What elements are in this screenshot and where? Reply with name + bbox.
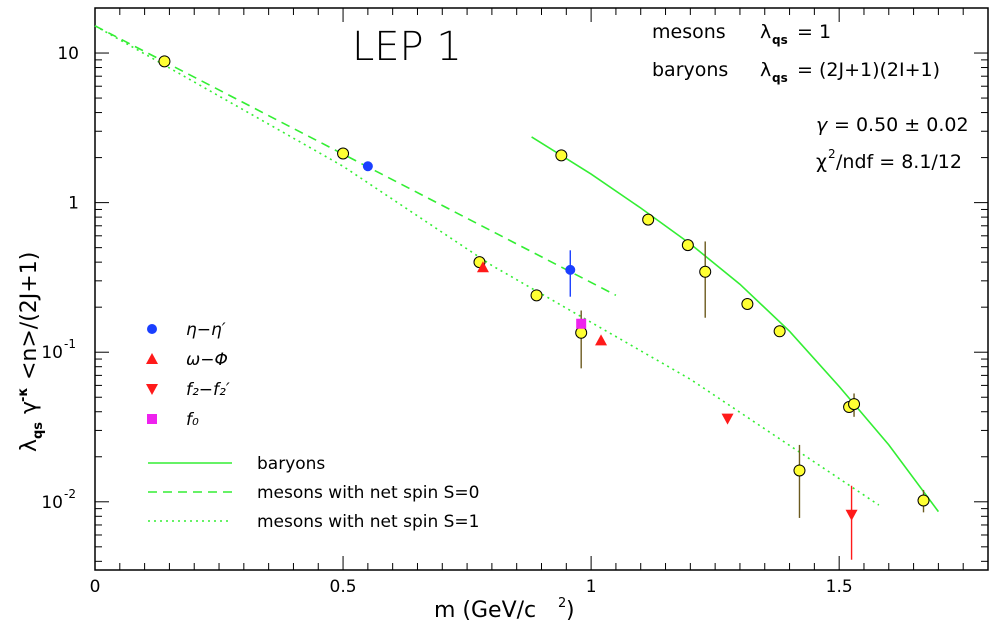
fit-line	[94, 25, 617, 297]
info-mesons-label: mesons	[652, 21, 726, 43]
svg-text:2: 2	[558, 596, 566, 611]
x-tick-label: 1	[586, 577, 597, 597]
legend-line-label: mesons with net spin S=0	[257, 483, 480, 503]
svg-text:<n>/(2J+1): <n>/(2J+1)	[17, 252, 42, 380]
legend-label: ω−Φ	[186, 350, 228, 370]
svg-text:qs: qs	[31, 422, 46, 439]
svg-text:qs: qs	[772, 71, 788, 85]
info-baryons-label: baryons	[652, 59, 728, 81]
x-axis-title: m (GeV/c 2 )	[434, 596, 575, 623]
info-gamma-fit: γ = 0.50 ± 0.02	[816, 114, 969, 136]
svg-text:2: 2	[828, 147, 836, 161]
x-tick-label: 0	[90, 577, 101, 597]
legend-line-label: baryons	[257, 454, 325, 474]
data-point	[575, 326, 588, 339]
svg-text:λ: λ	[760, 59, 771, 81]
svg-text:qs: qs	[772, 33, 788, 47]
data-point	[741, 298, 754, 311]
svg-text:): )	[566, 598, 575, 623]
info-mesons-formula: λ qs = 1	[760, 21, 831, 47]
svg-text:λ: λ	[760, 21, 771, 43]
data-point	[476, 261, 489, 273]
legend-marker	[146, 384, 158, 395]
svg-text:/ndf = 8.1/12: /ndf = 8.1/12	[836, 151, 962, 173]
svg-text:= 1: = 1	[797, 21, 831, 43]
y-axis-title: λ qs γ -κ <n>/(2J+1)	[16, 252, 46, 452]
y-tick-label: 10	[41, 493, 63, 513]
legend-marker	[147, 324, 157, 334]
data-point	[917, 494, 930, 507]
data-point	[565, 264, 576, 275]
y-tick-label-exponent: -1	[64, 337, 76, 351]
legend-marker	[147, 414, 157, 424]
data-point	[681, 239, 694, 252]
legend-label: η−η′	[186, 320, 226, 340]
svg-text:m (GeV/c: m (GeV/c	[434, 598, 536, 623]
data-point	[642, 213, 655, 226]
svg-text:λ: λ	[17, 439, 42, 452]
x-tick-label: 0.5	[330, 577, 357, 597]
legend-marker	[146, 353, 158, 364]
svg-text:γ: γ	[17, 401, 42, 414]
y-tick-label: 1	[68, 194, 79, 214]
data-point	[158, 55, 171, 68]
info-chi2: χ 2 /ndf = 8.1/12	[816, 147, 962, 173]
data-point	[530, 289, 543, 302]
error-bars-layer	[569, 241, 925, 560]
data-point	[362, 161, 373, 172]
y-tick-label: 10	[57, 44, 79, 64]
data-point	[576, 318, 587, 329]
chart-title: LEP 1	[352, 24, 462, 70]
data-point	[699, 265, 712, 278]
svg-text:-κ: -κ	[16, 387, 31, 402]
fit-line	[94, 25, 880, 506]
plot-frame	[94, 7, 989, 571]
info-baryons-formula: λ qs = (2J+1)(2I+1)	[760, 59, 940, 85]
data-point	[845, 509, 858, 521]
data-point	[555, 149, 568, 162]
svg-text:γ: γ	[816, 114, 829, 136]
fit-lines-layer	[94, 25, 940, 513]
y-tick-label-exponent: -2	[64, 487, 76, 501]
legend-label: f₂−f₂′	[186, 380, 230, 400]
axes-layer	[94, 7, 989, 571]
svg-text:= (2J+1)(2I+1): = (2J+1)(2I+1)	[797, 59, 940, 81]
data-point	[848, 398, 861, 411]
data-point	[793, 464, 806, 477]
legend-line-label: mesons with net spin S=1	[257, 512, 480, 532]
svg-text:χ: χ	[816, 151, 827, 173]
data-point	[773, 325, 786, 338]
data-point	[337, 147, 350, 160]
svg-text:= 0.50 ± 0.02: = 0.50 ± 0.02	[834, 114, 969, 136]
x-tick-label: 1.5	[826, 577, 853, 597]
data-points-layer	[158, 55, 930, 521]
data-point	[595, 334, 608, 346]
y-tick-label: 10	[41, 343, 63, 363]
fit-line	[531, 136, 940, 513]
legend-label: f₀	[186, 410, 199, 430]
data-point	[721, 413, 734, 425]
